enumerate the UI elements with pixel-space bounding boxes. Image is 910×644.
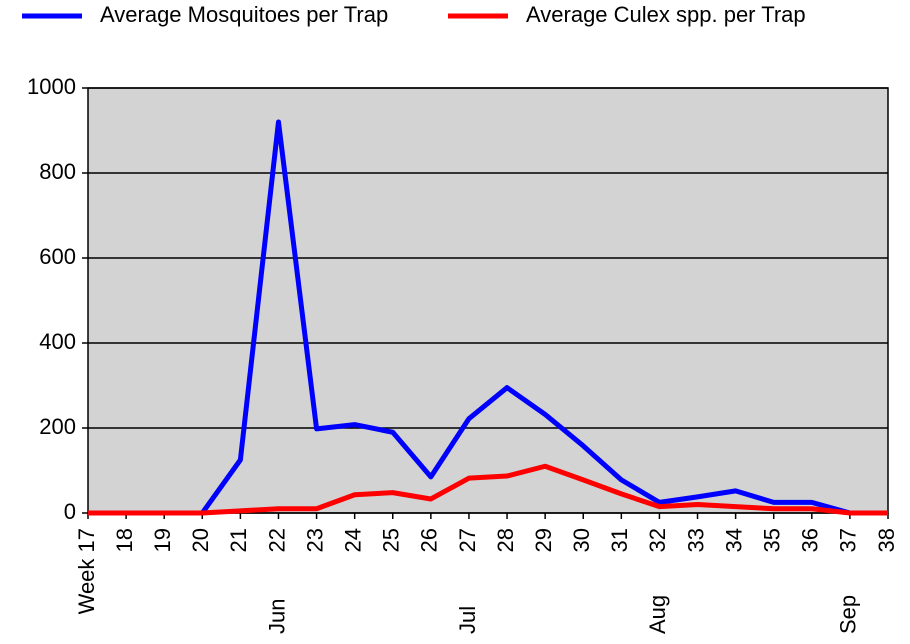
x-tick-label: 34 (721, 528, 746, 552)
y-tick-label: 600 (39, 244, 76, 269)
x-tick-label: 28 (493, 528, 518, 552)
series-line (88, 119, 888, 516)
x-tick-label: 30 (569, 528, 594, 552)
x-tick-label: 33 (683, 528, 708, 552)
x-tick-label: 23 (302, 528, 327, 552)
x-tick-label: 29 (531, 528, 556, 552)
x-tick-label: 31 (607, 528, 632, 552)
x-tick-label: 37 (836, 528, 861, 552)
x-tick-label: 26 (417, 528, 442, 552)
x-tick-label: 20 (188, 528, 213, 552)
y-tick-label: 400 (39, 329, 76, 354)
legend-label: Average Mosquitoes per Trap (100, 2, 388, 27)
y-tick-label: 200 (39, 414, 76, 439)
month-label: Sep (836, 595, 861, 634)
x-tick-label: 18 (112, 528, 137, 552)
x-tick-label: 24 (340, 528, 365, 552)
x-tick-label: 32 (645, 528, 670, 552)
x-tick-label: 36 (798, 528, 823, 552)
x-tick-label: 35 (760, 528, 785, 552)
x-tick-label: Week 17 (74, 528, 99, 614)
x-tick-label: 27 (455, 528, 480, 552)
plot-area (87, 87, 889, 514)
x-tick-label: 22 (264, 528, 289, 552)
x-tick-label: 25 (379, 528, 404, 552)
x-tick-label: 21 (226, 528, 251, 552)
y-tick-label: 800 (39, 159, 76, 184)
y-tick-label: 0 (64, 499, 76, 524)
x-tick-label: 19 (150, 528, 175, 552)
legend-label: Average Culex spp. per Trap (526, 2, 806, 27)
month-label: Jun (264, 599, 289, 634)
month-label: Jul (455, 606, 480, 634)
month-label: Aug (645, 595, 670, 634)
x-tick-label: 38 (874, 528, 899, 552)
y-tick-label: 1000 (27, 74, 76, 99)
series-line (88, 463, 888, 516)
